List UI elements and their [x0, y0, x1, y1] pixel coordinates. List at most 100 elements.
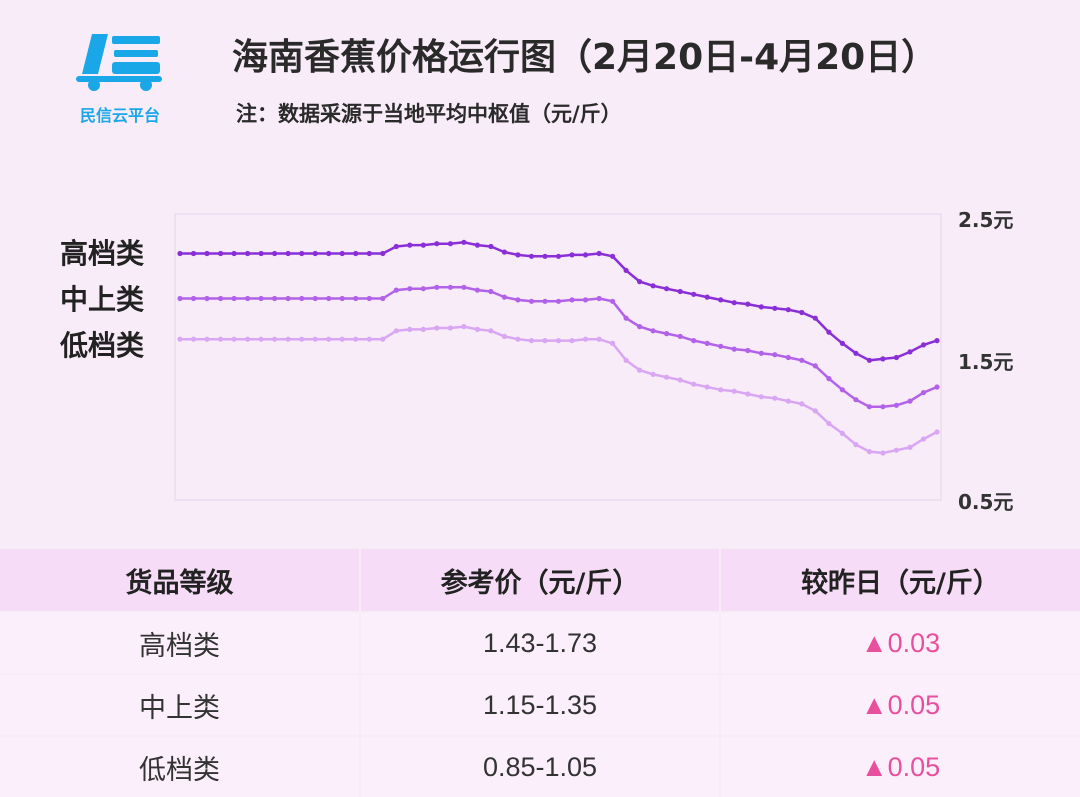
grade-cell: 低档类 [0, 735, 360, 797]
data-point [177, 336, 183, 342]
data-point [515, 297, 521, 303]
plot-frame [174, 213, 942, 501]
data-point [312, 295, 318, 302]
data-point [812, 315, 818, 321]
data-point [812, 408, 818, 414]
data-point [758, 394, 764, 400]
data-point [501, 249, 507, 255]
data-point [691, 338, 697, 344]
data-point [610, 298, 616, 304]
data-point [353, 336, 359, 342]
data-point [799, 309, 805, 316]
data-point [934, 338, 940, 344]
grade-cell: 高档类 [0, 611, 360, 674]
table-row: 中上类 1.15-1.35 ▲0.05 [0, 673, 1080, 736]
data-point [582, 336, 589, 342]
data-point [312, 336, 318, 342]
data-point [704, 384, 710, 390]
data-point [623, 357, 629, 363]
data-point [772, 395, 778, 401]
data-point [339, 336, 345, 342]
data-point [515, 252, 521, 258]
data-point [637, 367, 643, 373]
data-point [190, 250, 197, 257]
data-point [664, 374, 670, 380]
data-point [610, 253, 616, 259]
data-point [555, 338, 562, 344]
data-point [258, 250, 264, 257]
change-cell: ▲0.05 [719, 735, 1080, 797]
data-point [826, 329, 832, 335]
data-point [569, 338, 575, 344]
data-point [299, 336, 305, 342]
data-point [650, 283, 656, 289]
data-point [272, 336, 278, 342]
data-point [204, 250, 210, 257]
data-point [393, 243, 399, 250]
data-point [501, 294, 507, 300]
header-grade: 货品等级 [0, 549, 360, 612]
data-point [839, 340, 846, 346]
data-point [920, 390, 927, 396]
data-point [785, 398, 791, 404]
data-point [542, 298, 548, 304]
data-point [447, 241, 453, 247]
data-point [312, 250, 318, 257]
data-point [488, 328, 494, 334]
data-point [934, 429, 940, 435]
data-point [272, 250, 278, 257]
data-point [420, 242, 426, 248]
data-point [745, 347, 751, 354]
price-cell: 1.15-1.35 [359, 673, 720, 736]
data-point [366, 295, 372, 302]
data-point [339, 250, 345, 257]
data-point [799, 401, 805, 407]
data-point [745, 301, 751, 307]
data-point [664, 331, 670, 337]
data-point [812, 363, 818, 369]
data-point [474, 242, 480, 248]
brand-name: 民信云平台 [79, 106, 160, 125]
data-point [461, 239, 467, 245]
data-point [569, 252, 575, 258]
data-point [231, 250, 237, 257]
data-point [799, 357, 805, 363]
data-point [434, 325, 440, 331]
data-point [596, 250, 602, 257]
data-point [880, 450, 886, 456]
data-point [447, 284, 453, 290]
data-point [555, 298, 562, 304]
data-point [785, 307, 791, 313]
data-point [434, 284, 440, 290]
series-line-2 [180, 325, 938, 455]
data-point [285, 295, 291, 302]
data-point [380, 336, 386, 342]
data-point [704, 340, 710, 346]
data-point [893, 402, 900, 408]
data-point [285, 336, 291, 342]
change-cell: ▲0.05 [719, 673, 1080, 736]
header-price: 参考价（元/斤） [359, 549, 720, 612]
price-cell: 0.85-1.05 [359, 735, 720, 797]
data-point [190, 336, 197, 342]
data-point [853, 442, 859, 448]
data-point [231, 295, 237, 302]
data-point [528, 338, 535, 344]
data-point [664, 286, 670, 292]
data-point [826, 376, 832, 382]
data-point [177, 250, 183, 257]
y-tick-label-bottom: 0.5元 [958, 490, 1014, 514]
data-point [610, 340, 616, 346]
data-point [826, 420, 832, 427]
data-point [177, 295, 183, 302]
data-point [407, 326, 413, 332]
data-point [258, 295, 264, 302]
data-point [245, 336, 251, 342]
data-point [542, 338, 548, 344]
data-point [434, 241, 440, 247]
data-point [245, 250, 251, 257]
data-point [637, 324, 643, 330]
data-point [380, 250, 386, 257]
y-tick-label-mid: 1.5元 [958, 350, 1014, 374]
data-point [366, 336, 372, 342]
